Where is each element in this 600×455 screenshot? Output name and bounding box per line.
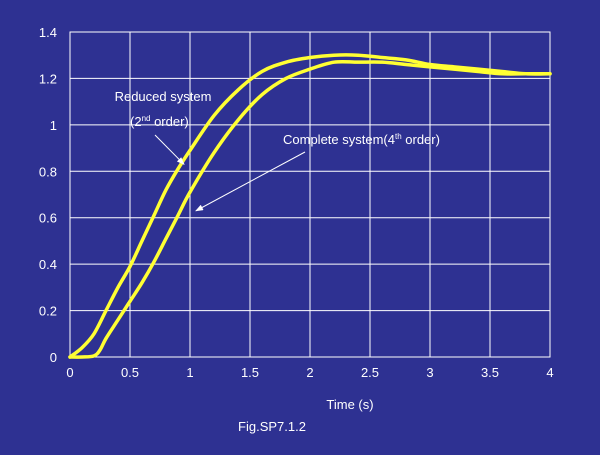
y-tick-label: 1.4 — [39, 25, 57, 40]
x-tick-label: 4 — [546, 365, 553, 380]
annotation-reduced-order: (2nd order) — [130, 114, 189, 129]
annotation-reduced-pre: (2 — [130, 114, 142, 129]
series-group — [68, 53, 552, 359]
x-tick-label: 1 — [186, 365, 193, 380]
y-tick-labels: 0 0.2 0.4 0.6 0.8 1 1.2 1.4 — [39, 25, 57, 365]
figure-caption: Fig.SP7.1.2 — [238, 419, 306, 434]
annotation-arrow-complete — [195, 151, 306, 212]
x-tick-label: 3 — [426, 365, 433, 380]
x-tick-label: 0.5 — [121, 365, 139, 380]
annotation-complete-pre: Complete system(4 — [283, 132, 395, 147]
y-tick-label: 0.2 — [39, 304, 57, 319]
annotation-reduced-post: order) — [150, 114, 188, 129]
x-tick-label: 2 — [306, 365, 313, 380]
x-tick-labels: 0 0.5 1 1.5 2 2.5 3 3.5 4 — [66, 365, 553, 380]
x-tick-label: 1.5 — [241, 365, 259, 380]
annotation-complete-post: order) — [402, 132, 440, 147]
y-tick-label: 1.2 — [39, 71, 57, 86]
x-tick-label: 0 — [66, 365, 73, 380]
y-tick-label: 0.4 — [39, 257, 57, 272]
annotation-reduced-sup: nd — [142, 114, 151, 123]
y-tick-label: 0.6 — [39, 211, 57, 226]
annotation-arrow-reduced — [154, 134, 185, 166]
x-axis-label: Time (s) — [326, 397, 373, 412]
annotation-complete-sup: th — [395, 132, 402, 141]
grid-lines — [69, 31, 551, 358]
x-tick-label: 2.5 — [361, 365, 379, 380]
y-tick-label: 0.8 — [39, 164, 57, 179]
y-tick-label: 0 — [50, 350, 57, 365]
annotation-complete-system: Complete system(4th order) — [283, 132, 440, 147]
series-line-reduced — [68, 53, 552, 359]
x-tick-label: 3.5 — [481, 365, 499, 380]
series-line-complete — [68, 59, 552, 359]
y-tick-label: 1 — [50, 118, 57, 133]
annotation-reduced-system: Reduced system — [115, 89, 212, 104]
